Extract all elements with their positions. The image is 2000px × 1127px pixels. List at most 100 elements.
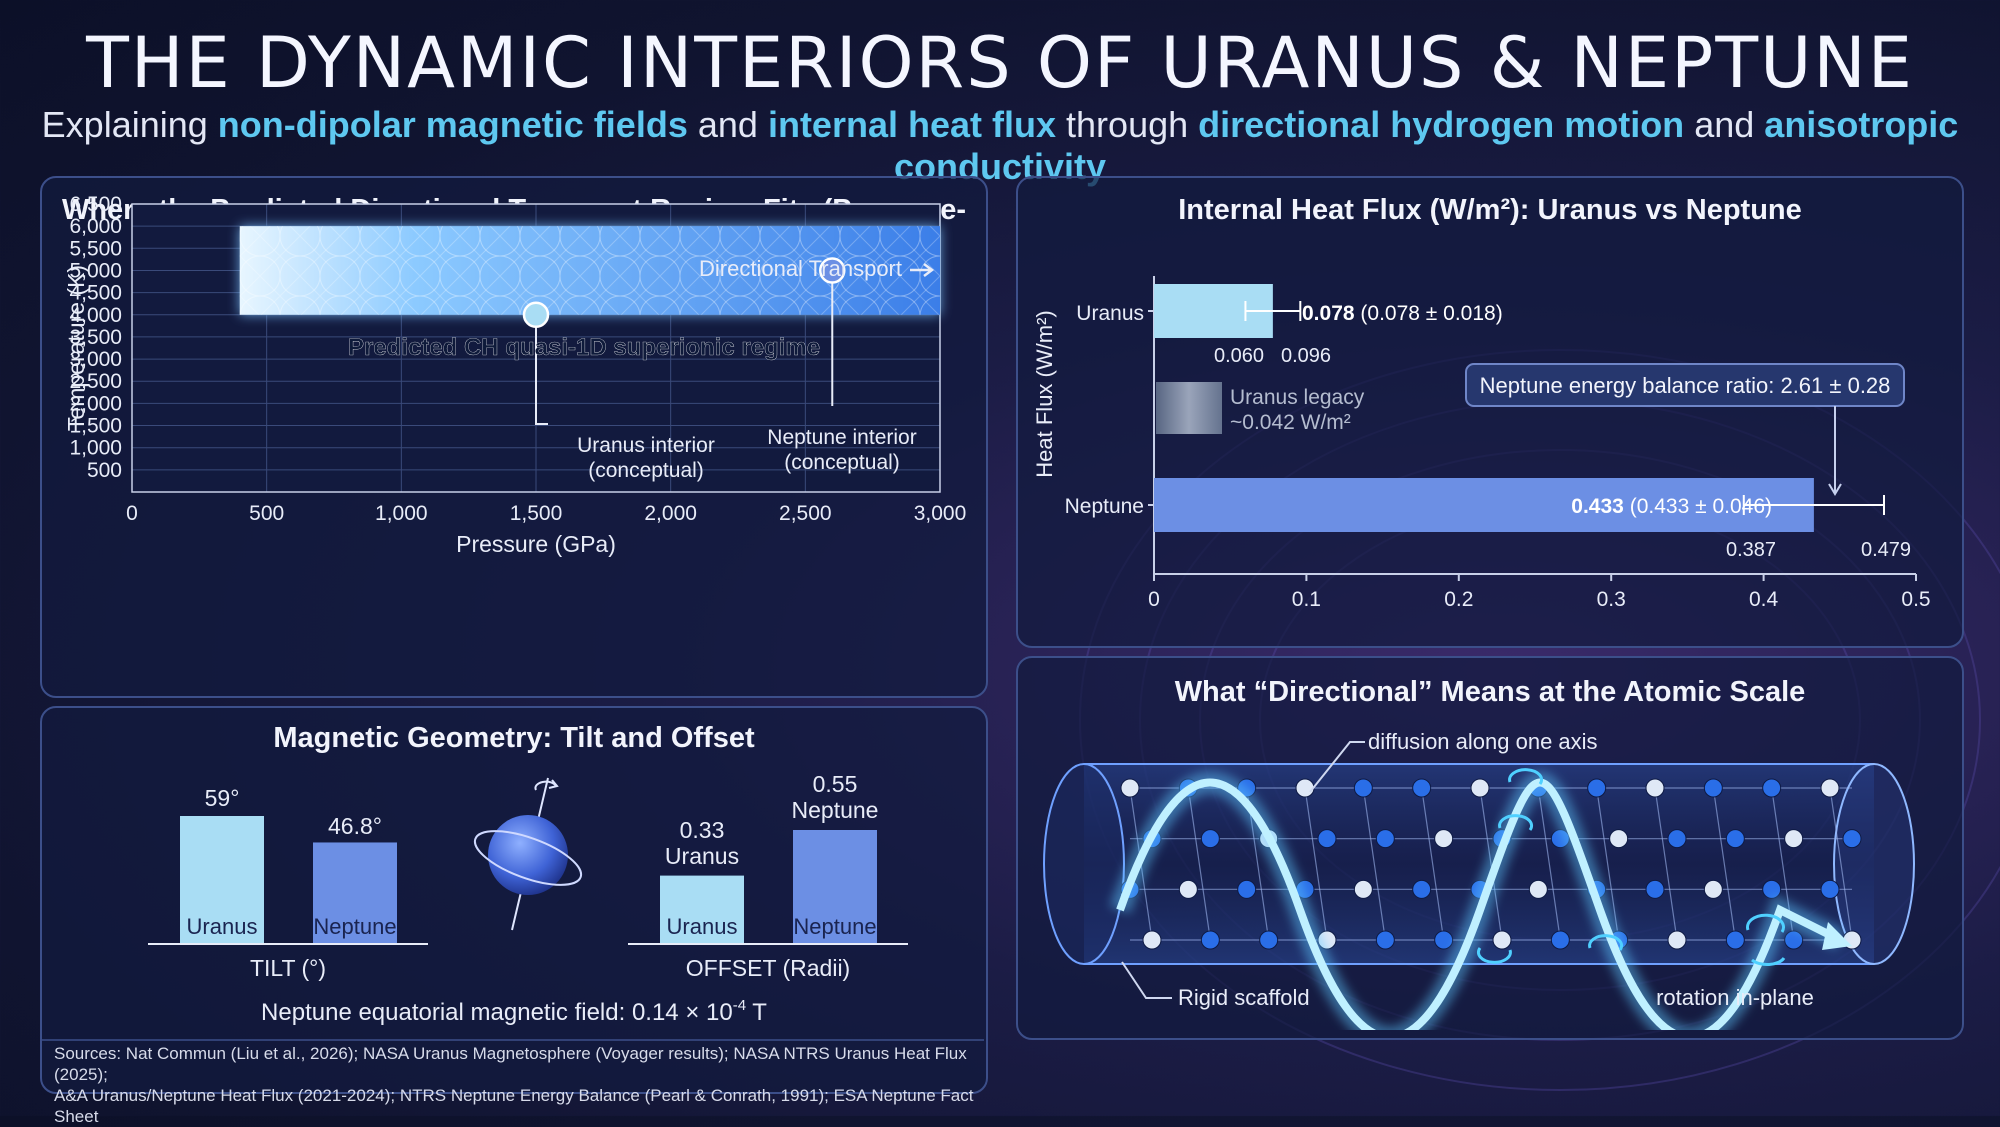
carbon-atom xyxy=(1703,879,1723,899)
neptune-category-label: Neptune xyxy=(1065,495,1144,518)
wave-arrowhead xyxy=(1822,922,1852,950)
uranus-legacy-label: Uranus legacy xyxy=(1230,386,1365,409)
offset-caption: OFFSET (Radii) xyxy=(686,955,850,981)
heat-flux-ylabel: Heat Flux (W/m²) xyxy=(1032,310,1057,477)
pt-xtick-label: 500 xyxy=(249,502,284,525)
lattice-bond xyxy=(1596,787,1620,941)
offset-uranus-value: 0.33 xyxy=(680,817,725,843)
pt-ytick-label: 6,000 xyxy=(69,215,122,238)
hydrogen-atom xyxy=(1259,930,1279,950)
pt-xlabel: Pressure (GPa) xyxy=(456,531,616,557)
field-note-unit: T xyxy=(746,999,767,1026)
hydrogen-atom xyxy=(1667,829,1687,849)
lattice-bond xyxy=(1304,787,1328,941)
hf-xtick-label: 0.5 xyxy=(1901,588,1930,611)
subtitle-text: through xyxy=(1066,104,1189,145)
tilt-bar-neptune-label: Neptune xyxy=(313,914,396,939)
tilt-caption: TILT (°) xyxy=(250,955,326,981)
uranus-category-label: Uranus xyxy=(1076,302,1144,325)
atomic-illustration: diffusion along one axis Rigid scaffold … xyxy=(1043,729,1915,1030)
uranus-interior-label: Uranus interior xyxy=(577,434,715,457)
uranus-value: 0.078 xyxy=(1302,302,1355,325)
diffusion-wave xyxy=(1116,778,1842,1030)
carbon-atom xyxy=(1645,778,1665,798)
hydrogen-atom xyxy=(1587,778,1607,798)
hydrogen-atom xyxy=(1725,930,1745,950)
offset-neptune-name: Neptune xyxy=(792,797,879,823)
magnetic-charts: TILT (°) OFFSET (Radii) 59° 46.8° 0.33 U… xyxy=(40,771,984,1041)
hydrogen-atom xyxy=(1237,879,1257,899)
carbon-atom xyxy=(1667,930,1687,950)
pt-ytick-label: 500 xyxy=(87,459,122,482)
carbon-atom xyxy=(1295,778,1315,798)
pt-ytick-label: 4,500 xyxy=(69,282,122,305)
hydrogen-atom xyxy=(1725,829,1745,849)
rotation-icons xyxy=(1476,768,1786,967)
page-title: THE DYNAMIC INTERIORS OF URANUS & NEPTUN… xyxy=(86,22,1914,104)
carbon-atom xyxy=(1609,829,1629,849)
pt-xtick-label: 3,000 xyxy=(914,502,967,525)
pt-ytick-label: 1,500 xyxy=(69,415,122,438)
offset-bar-uranus xyxy=(660,875,744,944)
carbon-atom xyxy=(1120,778,1140,798)
tube-right-cap xyxy=(1833,763,1915,965)
hydrogen-atom xyxy=(1200,829,1220,849)
pt-ytick-label: 3,000 xyxy=(69,348,122,371)
scaffold-pointer xyxy=(1121,961,1172,999)
lattice-bond xyxy=(1712,787,1736,941)
hydrogen-atom xyxy=(1703,778,1723,798)
carbon-atom xyxy=(1492,930,1512,950)
subtitle-text: and xyxy=(1694,104,1755,145)
offset-neptune-value: 0.55 xyxy=(813,771,858,797)
hf-xtick-label: 0.1 xyxy=(1292,588,1321,611)
hf-xtick-label: 0 xyxy=(1148,588,1160,611)
field-note-text: Neptune equatorial magnetic field: 0.14 … xyxy=(261,999,733,1026)
hydrogen-atom xyxy=(1375,829,1395,849)
pt-chart: 0 500 1,000 1,500 2,000 2,500 3,0005001,0001,5… xyxy=(63,193,967,557)
page-subtitle: Explaining non-dipolar magnetic fields a… xyxy=(0,104,2000,188)
hydrogen-atom xyxy=(1412,778,1432,798)
magnetic-panel-title: Magnetic Geometry: Tilt and Offset xyxy=(273,722,755,754)
hydrogen-atom xyxy=(1200,930,1220,950)
hydrogen-atom xyxy=(1784,930,1804,950)
pt-ytick-label: 6,500 xyxy=(69,193,122,216)
hf-xtick-label: 0.2 xyxy=(1444,588,1473,611)
pt-ylabel: Temperature (K) xyxy=(63,265,89,431)
subtitle-highlight: internal heat flux xyxy=(767,104,1057,145)
hydrogen-atom xyxy=(1762,778,1782,798)
arrow-down-icon xyxy=(1828,406,1842,496)
hydrogen-atom xyxy=(1645,879,1665,899)
arrow-right-icon xyxy=(910,263,935,277)
hydrogen-atom xyxy=(1842,829,1862,849)
hf-xtick-label: 0.4 xyxy=(1749,588,1779,611)
lattice-bond xyxy=(1362,787,1386,941)
pt-xtick-label: 2,500 xyxy=(779,502,832,525)
sources-note: Sources: Nat Commun (Liu et al., 2026); … xyxy=(54,1043,994,1127)
lattice-bond xyxy=(1187,787,1211,941)
neptune-value-detail: (0.433 ± 0.046) xyxy=(1630,495,1772,518)
heat-flux-chart: 0 0.1 0.2 0.3 0.4 0.5 Heat Flux (W/m²) Uranus… xyxy=(1032,276,1931,611)
pt-ytick-label: 2,500 xyxy=(69,370,122,393)
uranus-value-detail: (0.078 ± 0.018) xyxy=(1360,302,1502,325)
lattice-bond xyxy=(1537,787,1561,941)
diffusion-label: diffusion along one axis xyxy=(1368,729,1598,754)
neptune-heat-bar xyxy=(1154,478,1814,532)
pt-plot-frame xyxy=(131,203,941,493)
scaffold-label: Rigid scaffold xyxy=(1178,985,1310,1010)
pt-xtick-label: 1,500 xyxy=(510,502,563,525)
uranus-interior-sub: (conceptual) xyxy=(588,459,704,482)
uranus-hi-label: 0.096 xyxy=(1281,345,1331,367)
carbon-atom xyxy=(1142,930,1162,950)
rotation-label: rotation in-plane xyxy=(1656,985,1814,1010)
pt-xtick-label: 2,000 xyxy=(644,502,697,525)
tilt-bar-uranus-label: Uranus xyxy=(187,914,258,939)
neptune-interior-label: Neptune interior xyxy=(767,426,916,449)
ratio-label: Neptune energy balance ratio: 2.61 ± 0.2… xyxy=(1480,373,1891,398)
neptune-value-label: 0.433 (0.433 ± 0.046) xyxy=(1571,495,1772,518)
atomic-panel-title: What “Directional” Means at the Atomic S… xyxy=(1174,676,1806,708)
hydrogen-atom xyxy=(1375,930,1395,950)
hydrogen-atom xyxy=(1550,930,1570,950)
regime-label: Predicted CH quasi-1D superionic regime xyxy=(348,334,820,361)
lattice-bond xyxy=(1829,787,1853,941)
carbon-atom xyxy=(1353,879,1373,899)
